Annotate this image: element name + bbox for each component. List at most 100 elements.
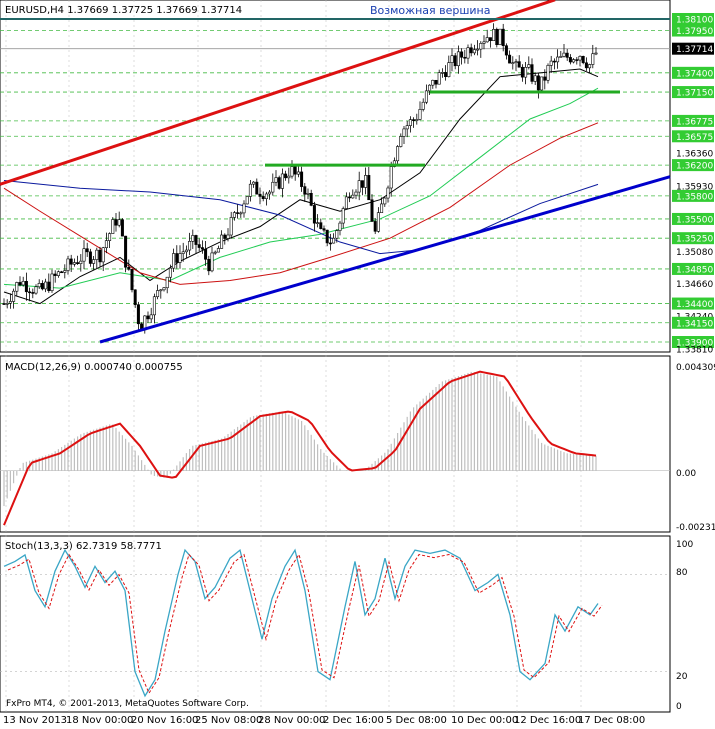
candle-body — [412, 119, 416, 121]
candle-body — [418, 109, 422, 120]
candle-body — [168, 267, 172, 278]
candle-body — [239, 212, 243, 215]
candle-body — [370, 199, 374, 222]
candle-body — [463, 56, 467, 59]
price-tag — [672, 336, 714, 348]
candle-body — [485, 37, 489, 43]
candle-body — [437, 72, 441, 85]
candle-body — [511, 62, 515, 65]
candle-body — [399, 136, 403, 147]
candle-body — [60, 271, 64, 274]
candle-body — [47, 281, 51, 291]
price-tag — [672, 13, 714, 25]
ma-mid-line — [3, 87, 599, 289]
candle-body — [344, 196, 348, 209]
candle-body — [258, 193, 262, 197]
candle-body — [284, 173, 288, 179]
candle-body — [332, 237, 336, 244]
candle-body — [178, 253, 182, 263]
price-label: 1.37950 — [676, 27, 713, 37]
price-tag — [672, 130, 714, 143]
candle-body — [472, 49, 476, 54]
date-label: 13 Nov 2013 — [3, 715, 67, 726]
candle-body — [351, 194, 355, 199]
candle-body — [194, 235, 198, 245]
stoch-d-line — [7, 553, 603, 695]
macd-panel[interactable] — [0, 355, 671, 533]
stochastic-lines — [0, 548, 670, 698]
candle-body — [562, 52, 566, 57]
stoch-title: Stoch(13,3,3) 62.7319 58.7771 — [5, 541, 162, 552]
candle-body — [421, 101, 425, 110]
candle-body — [508, 54, 512, 64]
candle-body — [5, 302, 9, 305]
resistance-trend-line[interactable] — [0, 0, 556, 186]
candle-body — [396, 146, 400, 162]
candle-body — [34, 286, 38, 294]
price-panel[interactable] — [0, 0, 671, 353]
candle-body — [133, 289, 137, 305]
candle-body — [383, 197, 387, 205]
candle-body — [124, 235, 128, 268]
trend-lines[interactable] — [0, 0, 671, 344]
candle-body — [460, 51, 464, 58]
candle-body — [127, 266, 131, 270]
macd-zero-label: 0.00 — [676, 469, 696, 479]
candle-body — [565, 52, 569, 58]
stoch-k-line — [3, 548, 599, 698]
candle-body — [152, 296, 156, 316]
candle-body — [8, 301, 12, 304]
candle-body — [181, 251, 185, 254]
candle-body — [117, 219, 121, 226]
candle-body — [280, 173, 284, 189]
candle-body — [271, 181, 275, 193]
candle-body — [504, 45, 508, 56]
candle-body — [466, 47, 470, 59]
price-tag — [672, 42, 714, 55]
candle-body — [591, 53, 595, 65]
candle-body — [354, 191, 358, 196]
candle-body — [367, 175, 371, 201]
candle-body — [44, 281, 48, 290]
moving-averages — [3, 68, 599, 305]
price-label: 1.36775 — [676, 117, 713, 127]
support-trend-line[interactable] — [99, 175, 671, 344]
price-tag — [672, 24, 714, 37]
candle-body — [373, 221, 377, 232]
candle-body — [578, 56, 582, 61]
candle-body — [76, 262, 80, 265]
date-label: 12 Dec 16:00 — [514, 715, 581, 726]
stoch-panel[interactable] — [0, 535, 671, 713]
date-label: 5 Dec 08:00 — [386, 715, 447, 726]
price-label: 1.35250 — [676, 235, 713, 245]
candle-body — [204, 248, 208, 260]
candle-body — [482, 41, 486, 44]
candle-body — [524, 67, 528, 78]
candle-body — [549, 60, 553, 66]
candle-body — [360, 180, 364, 188]
candle-body — [303, 186, 307, 195]
candle-body — [322, 228, 326, 231]
price-tag — [672, 189, 714, 202]
candle-body — [50, 273, 54, 291]
candle-body — [588, 64, 592, 69]
price-label: 1.37400 — [676, 69, 713, 79]
price-label: 1.35080 — [676, 248, 713, 258]
candle-body — [232, 212, 236, 218]
price-label: 1.35930 — [676, 182, 713, 192]
candle-body — [229, 217, 233, 236]
candle-body — [191, 235, 195, 242]
candle-body — [287, 175, 291, 179]
candle-body — [540, 76, 544, 91]
candle-body — [111, 219, 115, 234]
candle-body — [108, 233, 112, 241]
candle-body — [431, 79, 435, 86]
price-tag — [672, 114, 714, 127]
candle-body — [450, 55, 454, 63]
candle-body — [120, 219, 124, 237]
possible-top-annotation: Возможная вершина — [370, 4, 491, 17]
candle-body — [517, 61, 521, 68]
candle-body — [319, 222, 323, 229]
candle-body — [12, 290, 16, 302]
price-tag — [672, 86, 714, 99]
